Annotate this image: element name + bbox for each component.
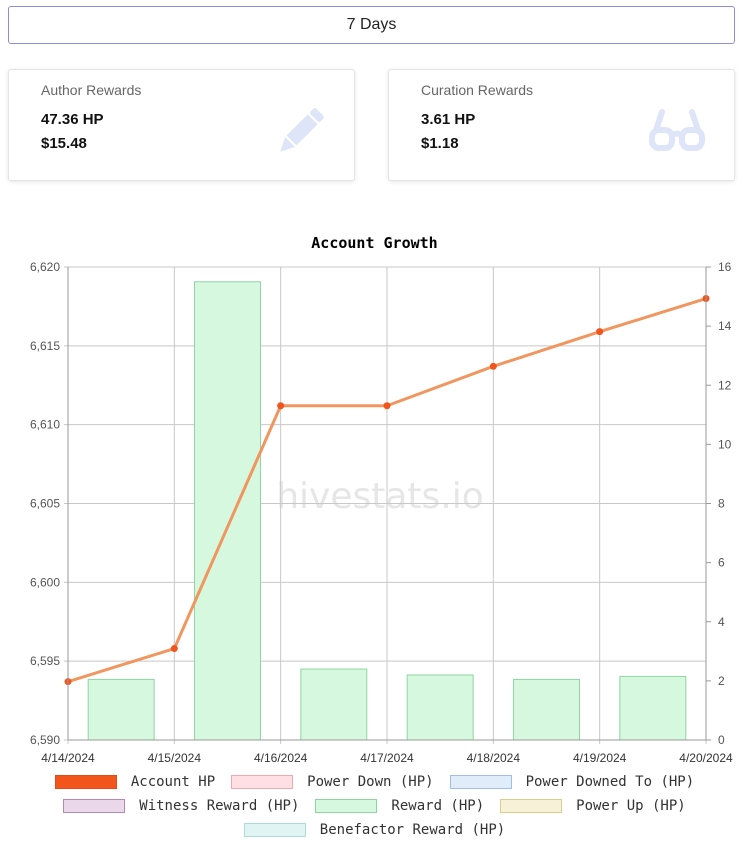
legend-swatch <box>63 799 126 813</box>
curation-rewards-card: Curation Rewards 3.61 HP $1.18 <box>388 69 735 181</box>
author-rewards-title: Author Rewards <box>41 82 142 98</box>
reward-bar <box>300 668 368 741</box>
y-left-tick-label: 6,605 <box>30 497 60 511</box>
y-left-tick-label: 6,595 <box>30 654 60 668</box>
legend-item[interactable]: Witness Reward (HP) <box>63 798 299 814</box>
curation-rewards-hp: 3.61 HP <box>421 111 476 128</box>
legend-swatch <box>449 775 512 789</box>
account-hp-point <box>277 402 285 410</box>
author-rewards-card: Author Rewards 47.36 HP $15.48 <box>8 69 355 181</box>
author-rewards-usd: $15.48 <box>41 135 87 152</box>
y-left-tick-label: 6,620 <box>30 260 60 274</box>
glasses-icon <box>648 106 706 161</box>
legend-swatch <box>54 775 117 789</box>
legend-label: Power Up (HP) <box>576 798 686 814</box>
legend-swatch <box>315 799 378 813</box>
curation-rewards-usd: $1.18 <box>421 135 459 152</box>
x-tick-label: 4/17/2024 <box>360 751 414 765</box>
legend-label: Witness Reward (HP) <box>139 798 300 814</box>
reward-bar <box>619 675 687 741</box>
y-left-tick-label: 6,590 <box>30 733 60 747</box>
reward-bar <box>513 678 580 741</box>
period-select-button[interactable]: 7 Days <box>8 6 735 44</box>
legend-item[interactable]: Power Down (HP) <box>231 774 434 790</box>
legend-swatch <box>500 799 563 813</box>
x-tick-label: 4/16/2024 <box>254 751 308 765</box>
curation-rewards-title: Curation Rewards <box>421 82 534 98</box>
author-rewards-hp: 47.36 HP <box>41 111 104 128</box>
y-right-tick-label: 4 <box>718 615 725 629</box>
watermark: hivestats.io <box>276 476 484 517</box>
y-right-tick-label: 0 <box>718 733 725 747</box>
legend-item[interactable]: Power Downed To (HP) <box>449 774 695 790</box>
y-right-tick-label: 8 <box>718 497 725 511</box>
legend-item[interactable]: Benefactor Reward (HP) <box>243 822 506 838</box>
legend-label: Account HP <box>130 774 216 790</box>
y-right-tick-label: 2 <box>718 674 725 688</box>
legend-item[interactable]: Reward (HP) <box>315 798 484 814</box>
legend-label: Benefactor Reward (HP) <box>319 822 506 838</box>
x-tick-label: 4/19/2024 <box>573 751 627 765</box>
chart-title: Account Growth <box>311 234 438 252</box>
reward-bar <box>87 678 155 741</box>
x-tick-label: 4/20/2024 <box>679 751 733 765</box>
account-growth-chart: hivestats.io 6,590 6,595 6,600 6,605 6,610 6,… <box>30 260 733 765</box>
legend-item[interactable]: Power Up (HP) <box>500 798 686 814</box>
y-right-tick-label: 6 <box>718 556 725 570</box>
y-right-tick-label: 14 <box>718 319 732 333</box>
account-hp-point <box>596 328 604 336</box>
pencil-icon <box>274 106 326 163</box>
y-left-tick-label: 6,600 <box>30 575 60 589</box>
y-right-tick-label: 12 <box>718 378 732 392</box>
legend-swatch <box>231 775 294 789</box>
legend-item[interactable]: Account HP <box>54 774 216 790</box>
y-left-tick-label: 6,615 <box>30 339 60 353</box>
reward-bar <box>194 281 261 741</box>
x-tick-label: 4/15/2024 <box>148 751 202 765</box>
account-hp-point <box>170 645 178 653</box>
legend-label: Power Downed To (HP) <box>525 774 695 790</box>
legend-label: Power Down (HP) <box>307 774 434 790</box>
legend-label: Reward (HP) <box>391 798 485 814</box>
legend-swatch <box>243 823 306 837</box>
account-hp-point <box>383 402 391 410</box>
account-hp-point <box>489 362 497 370</box>
x-tick-label: 4/14/2024 <box>41 751 95 765</box>
chart-legend: Account HP Power Down (HP) Power Downed To… <box>0 770 749 842</box>
y-left-tick-label: 6,610 <box>30 418 60 432</box>
x-tick-label: 4/18/2024 <box>467 751 521 765</box>
y-right-tick-label: 10 <box>718 437 732 451</box>
reward-bar <box>406 674 474 741</box>
y-right-tick-label: 16 <box>718 260 732 274</box>
